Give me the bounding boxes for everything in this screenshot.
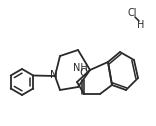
Text: Cl: Cl — [127, 8, 137, 18]
Text: O: O — [80, 68, 88, 78]
Text: N: N — [50, 70, 58, 80]
Text: NH: NH — [73, 63, 87, 73]
Text: H: H — [137, 20, 145, 30]
